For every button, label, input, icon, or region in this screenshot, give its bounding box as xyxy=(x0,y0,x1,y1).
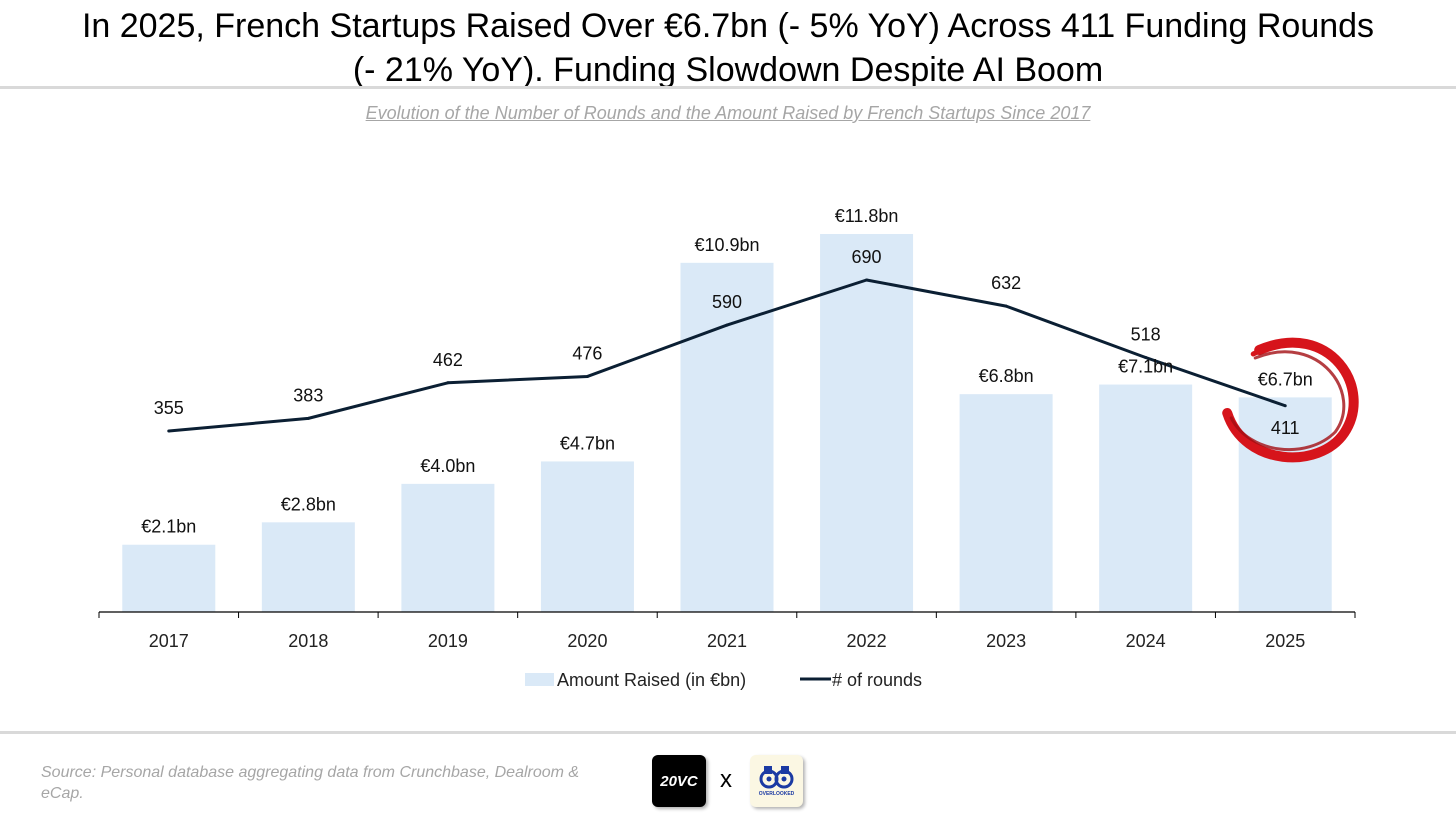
rounds-point-2024 xyxy=(1144,356,1148,360)
bar-2020 xyxy=(540,461,634,612)
overlooked-wordmark: OVERLOOKED xyxy=(758,791,795,797)
x-tick-label: 2018 xyxy=(288,631,328,651)
legend-label-amount: Amount Raised (in €bn) xyxy=(557,670,746,690)
x-tick-label: 2019 xyxy=(428,631,468,651)
legend: Amount Raised (in €bn) # of rounds xyxy=(525,670,922,690)
bar-2018 xyxy=(261,522,355,612)
rounds-point-2021 xyxy=(725,323,729,327)
highlight-circle xyxy=(1222,337,1359,463)
rounds-label-2025: 411 xyxy=(1271,418,1300,438)
bar-label-2017: €2.1bn xyxy=(141,517,196,537)
bar-2022 xyxy=(820,234,914,612)
source-note: Source: Personal database aggregating da… xyxy=(41,764,580,802)
rounds-label-2017: 355 xyxy=(154,398,184,418)
bar-label-2024: €7.1bn xyxy=(1118,357,1173,377)
title-line-1: In 2025, French Startups Raised Over €6.… xyxy=(81,7,1375,45)
rounds-label-2020: 476 xyxy=(572,343,602,363)
x-tick-label: 2024 xyxy=(1126,631,1166,651)
rounds-label-2018: 383 xyxy=(293,385,323,405)
rounds-point-2018 xyxy=(306,416,310,420)
rounds-point-2019 xyxy=(446,381,450,385)
bar-2019 xyxy=(401,483,495,612)
x-tick-label: 2020 xyxy=(567,631,607,651)
x-tick-label: 2017 xyxy=(149,631,189,651)
bar-2025 xyxy=(1238,397,1332,612)
binoculars-icon xyxy=(759,766,794,789)
bar-label-2020: €4.7bn xyxy=(560,433,615,453)
bar-2021 xyxy=(680,262,774,612)
x-tick-label: 2025 xyxy=(1265,631,1305,651)
rounds-point-2022 xyxy=(865,278,869,282)
combo-chart: 2017 2018 2019 2020 2021 2022 2023 2024 2025 €2.1… xyxy=(98,206,1359,690)
rounds-label-2019: 462 xyxy=(433,350,463,370)
x-tick-label: 2023 xyxy=(986,631,1026,651)
bar-label-2018: €2.8bn xyxy=(281,494,336,514)
bar-label-2023: €6.8bn xyxy=(979,366,1034,386)
bar-label-2025: €6.7bn xyxy=(1258,369,1313,389)
chart-subtitle: Evolution of the Number of Rounds and th… xyxy=(365,103,1091,123)
rounds-point-2023 xyxy=(1004,304,1008,308)
bar-label-2022: €11.8bn xyxy=(835,206,899,226)
footer-divider xyxy=(0,731,1456,734)
rounds-label-2024: 518 xyxy=(1131,325,1161,345)
x-tick-label: 2022 xyxy=(847,631,887,651)
chart-title: In 2025, French Startups Raised Over €6.… xyxy=(0,4,1456,92)
bar-2017 xyxy=(122,544,216,612)
bar-label-2019: €4.0bn xyxy=(420,456,475,476)
bar-label-2021: €10.9bn xyxy=(694,235,759,255)
bar-2024 xyxy=(1099,384,1193,612)
rounds-label-2021: 590 xyxy=(712,292,742,312)
rounds-label-2023: 632 xyxy=(991,273,1021,293)
bar-2023 xyxy=(959,394,1053,612)
rounds-point-2020 xyxy=(585,374,589,378)
title-divider xyxy=(0,86,1456,89)
logo-separator: x xyxy=(720,766,732,793)
rounds-point-2017 xyxy=(167,429,171,433)
rounds-label-2022: 690 xyxy=(852,247,882,267)
rounds-point-2025 xyxy=(1283,404,1287,408)
overlooked-logo: OVERLOOKED xyxy=(750,755,803,807)
title-line-2: (- 21% YoY). Funding Slowdown Despite AI… xyxy=(352,51,1104,89)
legend-swatch-amount xyxy=(525,673,554,686)
20vc-logo: 20VC xyxy=(652,755,706,807)
x-tick-label: 2021 xyxy=(707,631,747,651)
legend-label-rounds: # of rounds xyxy=(832,670,922,690)
